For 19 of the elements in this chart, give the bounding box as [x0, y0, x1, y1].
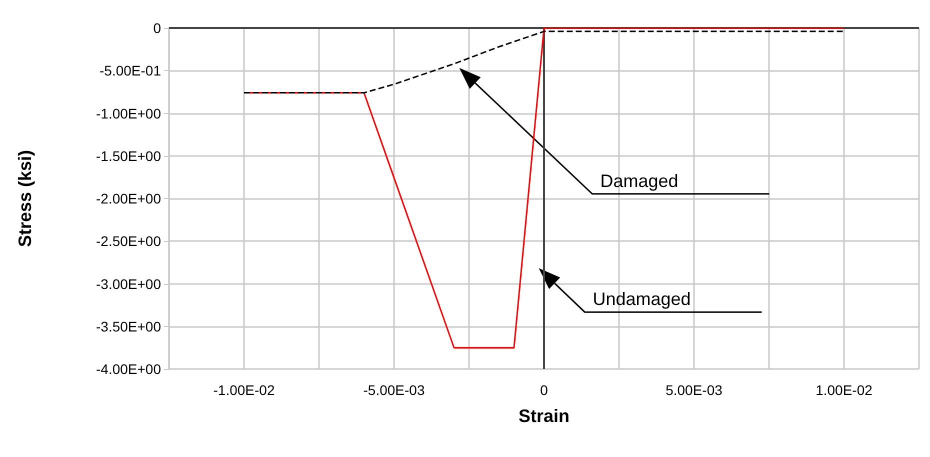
x-tick-label: 1.00E-02: [816, 382, 873, 398]
x-tick-label: 0: [540, 382, 548, 398]
y-tick-label: -3.00E+00: [96, 276, 162, 292]
y-tick-label: 0: [153, 20, 162, 36]
y-tick-label: -2.00E+00: [96, 190, 162, 206]
line-series: [243, 30, 845, 94]
y-tick-label: -2.50E+00: [96, 233, 162, 250]
y-tick-label: -1.00E+00: [96, 105, 162, 122]
annotation: Damaged: [600, 170, 678, 191]
annotation: Undamaged: [592, 289, 691, 310]
y-tick-label: -1.50E+00: [96, 148, 162, 164]
x-axis-title: Strain: [518, 406, 570, 426]
y-tick-label: -4.00E+00: [96, 361, 162, 377]
y-tick-label: -3.50E+00: [96, 318, 162, 334]
y-axis-title: Stress (ksi): [15, 150, 35, 248]
x-tick-label: -5.00E-03: [363, 382, 425, 398]
x-tick-label: 5.00E-03: [666, 382, 723, 398]
y-tick-label: -5.00E-01: [100, 62, 162, 79]
x-tick-label: -1.00E-02: [213, 382, 275, 398]
